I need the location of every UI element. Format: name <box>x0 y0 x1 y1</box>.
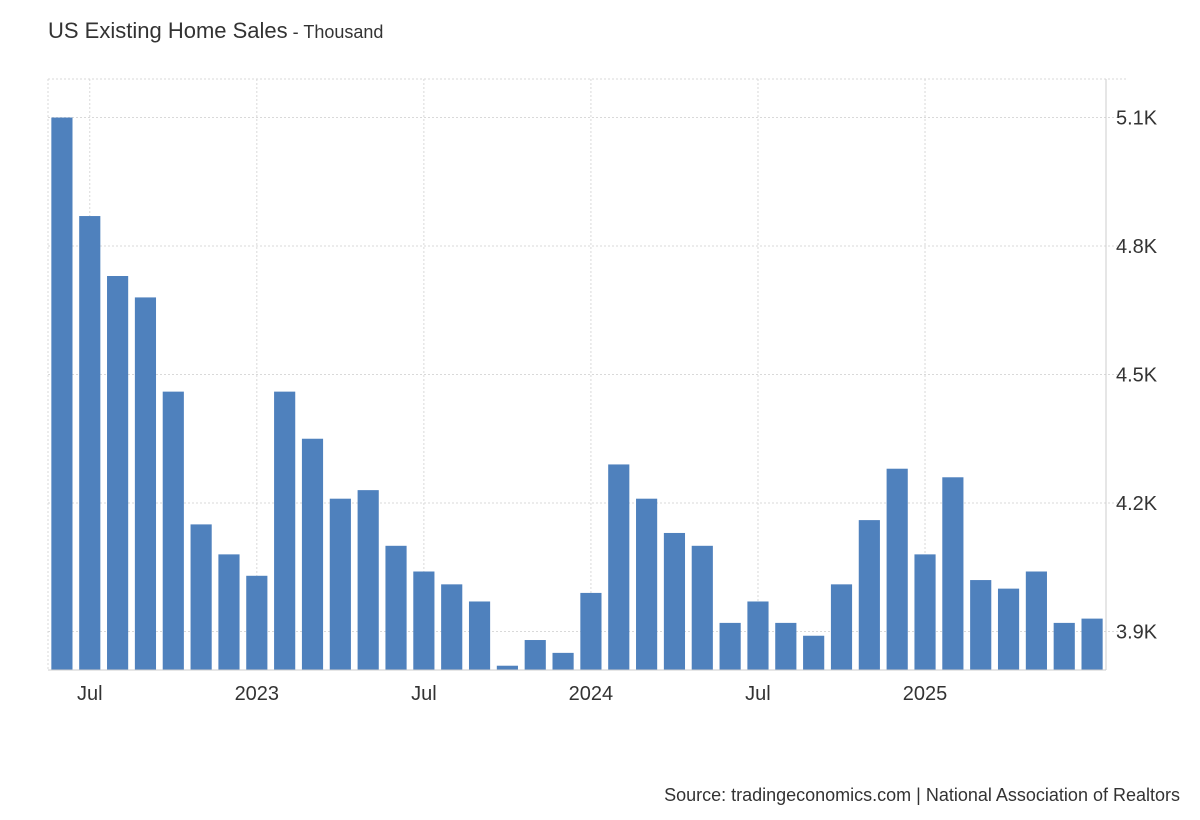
bar <box>580 592 602 670</box>
bar <box>496 665 518 670</box>
bar <box>385 545 407 670</box>
x-tick-label: Jul <box>411 683 437 705</box>
bar <box>1053 622 1075 670</box>
bar <box>886 468 908 670</box>
bar <box>719 622 741 670</box>
bar <box>552 652 574 670</box>
bar <box>830 584 853 670</box>
bar <box>970 580 992 670</box>
bar <box>413 571 435 670</box>
bar <box>246 575 268 670</box>
chart-unit: Thousand <box>303 22 384 42</box>
x-tick-label: Jul <box>77 683 103 705</box>
bar <box>663 532 686 670</box>
bar <box>1025 571 1047 670</box>
bar <box>441 584 463 670</box>
chart-title-row: US Existing Home Sales - Thousand <box>48 18 383 44</box>
source-attribution: Source: tradingeconomics.com | National … <box>664 785 1180 805</box>
bar <box>803 635 825 670</box>
x-tick-label: 2023 <box>235 683 280 705</box>
bar <box>858 520 880 670</box>
bar <box>468 601 491 670</box>
y-tick-label: 5.1K <box>1116 108 1158 130</box>
bar <box>190 524 212 670</box>
bar <box>636 498 658 670</box>
y-tick-label: 4.8K <box>1116 236 1158 258</box>
chart-title: US Existing Home Sales <box>48 18 288 43</box>
bar <box>691 545 713 670</box>
bar <box>942 477 964 670</box>
bar <box>218 554 240 670</box>
y-tick-label: 3.9K <box>1116 621 1158 643</box>
y-tick-label: 4.5K <box>1116 365 1158 387</box>
title-separator: - <box>287 22 304 42</box>
bar <box>134 297 157 670</box>
bar <box>1081 618 1103 670</box>
y-tick-label: 4.2K <box>1116 493 1158 515</box>
bar <box>301 438 324 670</box>
bar <box>608 464 630 670</box>
bar <box>329 498 351 670</box>
bar <box>274 391 296 670</box>
x-tick-label: 2025 <box>903 683 948 705</box>
x-tick-label: Jul <box>745 683 771 705</box>
bar <box>51 117 73 671</box>
bar <box>747 601 769 670</box>
bar <box>79 216 101 671</box>
bar <box>997 588 1020 670</box>
bar <box>524 640 546 670</box>
bar <box>775 622 797 670</box>
x-tick-label: 2024 <box>569 683 614 705</box>
bar <box>914 554 936 670</box>
bar <box>162 391 184 670</box>
bar <box>357 490 379 670</box>
bar <box>107 276 129 670</box>
